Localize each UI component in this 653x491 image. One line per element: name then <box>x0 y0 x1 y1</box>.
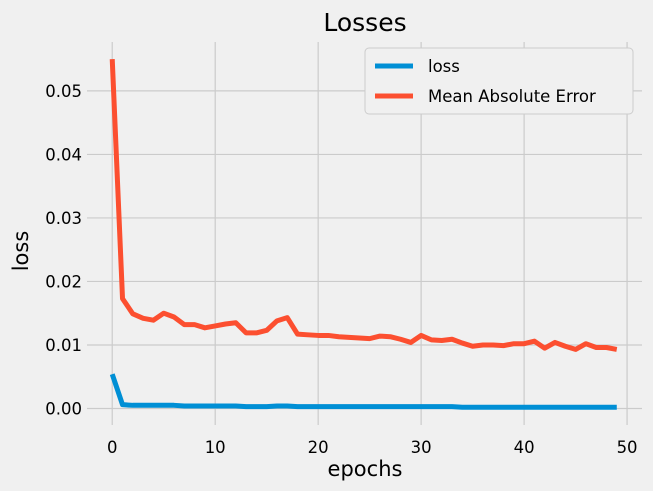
legend-box <box>364 47 634 115</box>
x-tick-label: 0 <box>107 438 118 457</box>
y-axis-label: loss <box>9 231 33 272</box>
y-tick-label: 0.02 <box>45 272 82 291</box>
x-tick-label: 40 <box>514 438 535 457</box>
tick-labels: 0 10 20 30 40 50 0.00 0.01 0.02 0.03 0.04 0.05 <box>45 82 637 457</box>
legend-label-loss: loss <box>428 57 460 76</box>
chart-title: Losses <box>323 8 406 37</box>
y-tick-label: 0.00 <box>45 399 82 418</box>
y-tick-label: 0.01 <box>45 336 82 355</box>
legend-label-mae: Mean Absolute Error <box>428 87 596 106</box>
x-tick-label: 30 <box>411 438 432 457</box>
series-lines <box>109 59 618 410</box>
y-tick-label: 0.05 <box>45 82 82 101</box>
legend: loss Mean Absolute Error <box>364 47 634 115</box>
x-axis-label: epochs <box>328 457 403 481</box>
y-tick-label: 0.04 <box>45 145 82 164</box>
series-line-mean-absolute-error <box>109 59 618 352</box>
y-tick-label: 0.03 <box>45 209 82 228</box>
x-tick-label: 20 <box>308 438 329 457</box>
x-tick-label: 10 <box>205 438 226 457</box>
x-tick-label: 50 <box>617 438 638 457</box>
series-line-loss <box>109 373 617 410</box>
